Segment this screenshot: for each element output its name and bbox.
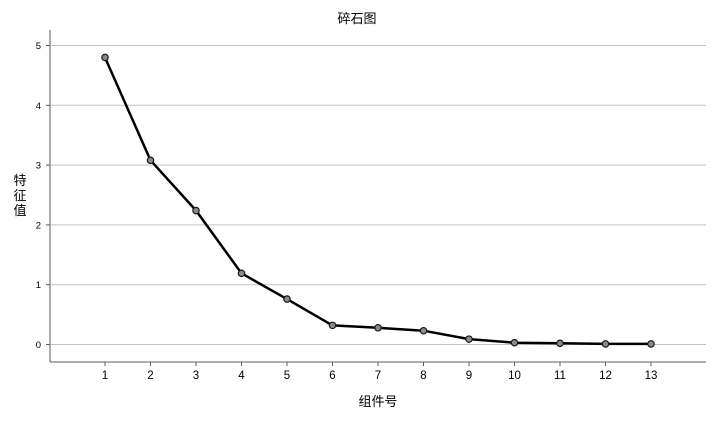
- y-axis-title-char: 值: [13, 203, 26, 219]
- y-tick-label: 2: [36, 220, 41, 231]
- x-tick-label: 12: [599, 370, 612, 382]
- series: [103, 56, 651, 346]
- data-point: [328, 321, 337, 330]
- y-tick-label: 5: [36, 41, 41, 52]
- y-tick-label: 3: [36, 161, 41, 172]
- x-tick-label: 10: [508, 370, 521, 382]
- data-point: [601, 340, 610, 348]
- y-tick-label: 1: [36, 280, 41, 291]
- data-point: [192, 206, 200, 215]
- x-tick-label: 9: [466, 370, 472, 382]
- x-tick-label: 2: [147, 370, 153, 382]
- gridlines: [51, 45, 706, 345]
- data-point: [419, 326, 428, 335]
- data-point: [647, 340, 655, 348]
- y-tick-label: 0: [36, 340, 41, 351]
- data-point: [465, 335, 473, 343]
- y-axis-title-char: 特: [13, 174, 26, 189]
- data-point: [237, 269, 246, 278]
- y-axis-title-char: 征: [13, 189, 26, 204]
- x-tick-label: 4: [238, 370, 245, 382]
- data-point: [510, 338, 519, 347]
- series-line: [103, 56, 651, 346]
- x-tick-label: 13: [645, 370, 658, 382]
- data-points: [101, 53, 655, 348]
- x-axis-title: 组件号: [358, 395, 397, 410]
- x-tick-label: 3: [193, 370, 199, 382]
- data-point: [556, 339, 564, 348]
- x-tick-label: 6: [329, 370, 335, 382]
- x-tick-label: 1: [102, 370, 108, 382]
- y-axis-title: 特征值: [13, 174, 26, 219]
- x-tick-label: 5: [284, 370, 290, 382]
- data-point: [146, 156, 155, 165]
- x-tick-label: 11: [554, 370, 566, 382]
- axes: [49, 30, 706, 363]
- data-point: [101, 53, 109, 62]
- x-tick-label: 7: [375, 370, 381, 382]
- y-tick-label: 4: [36, 101, 41, 112]
- x-tick-label: 8: [420, 370, 426, 382]
- data-point: [374, 323, 382, 332]
- data-point: [283, 295, 291, 303]
- chart-title: 碎石图: [337, 12, 376, 27]
